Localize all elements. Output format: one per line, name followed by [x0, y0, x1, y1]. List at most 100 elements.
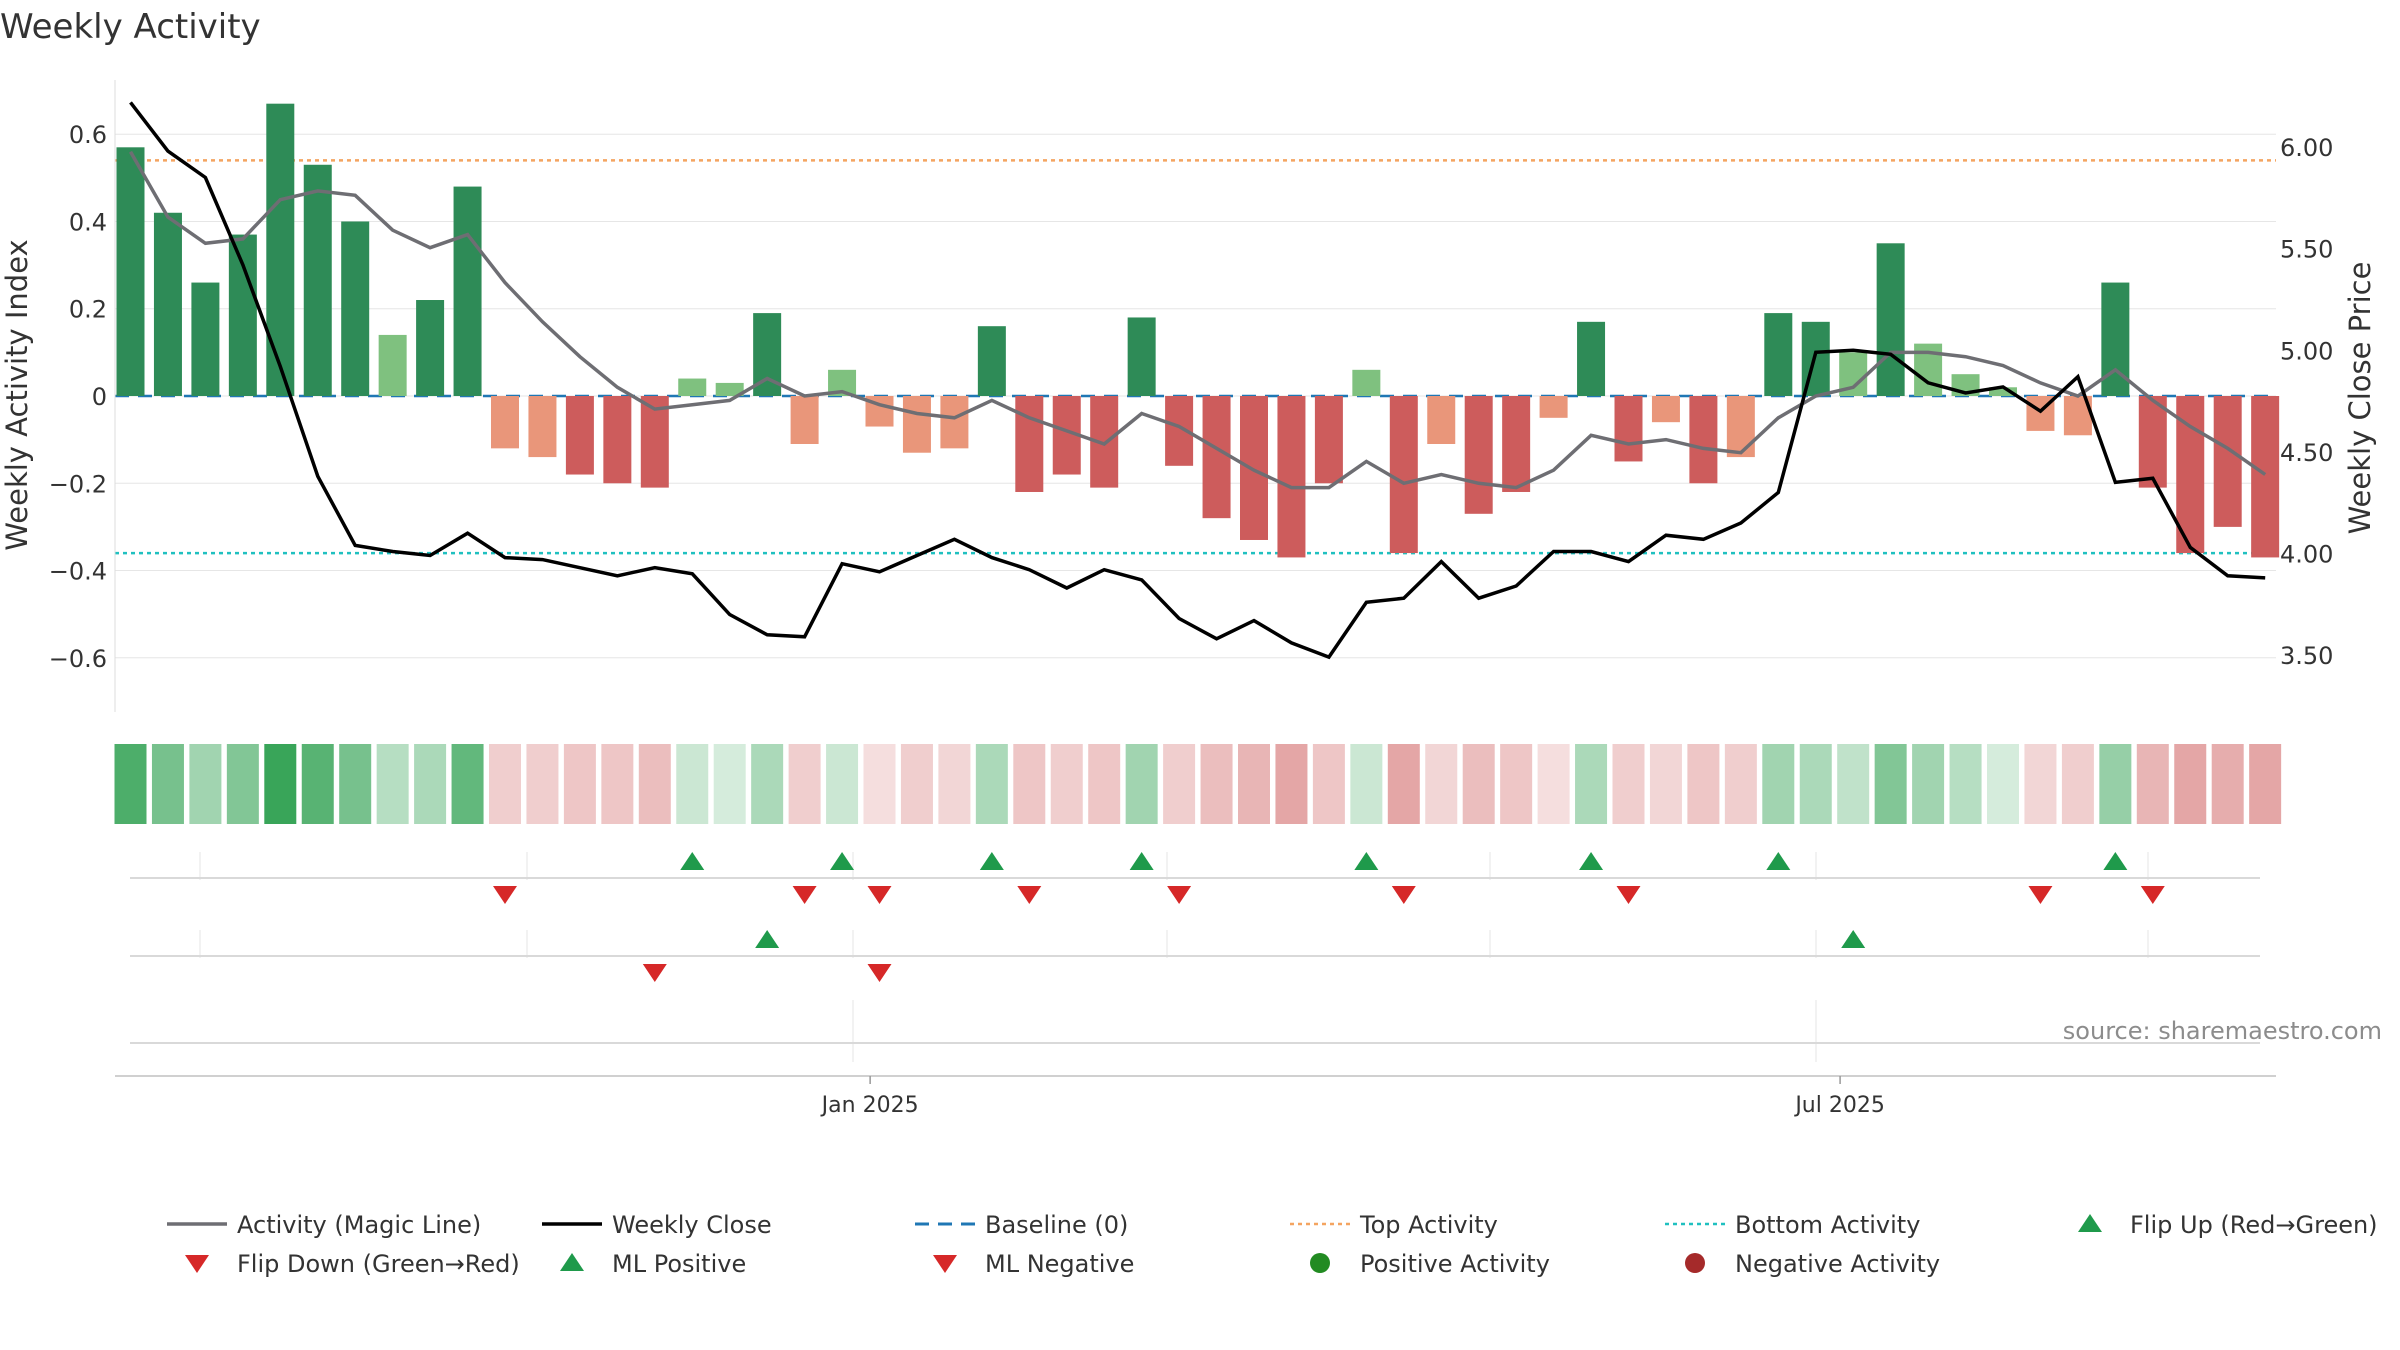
flip-down-marker: [493, 886, 517, 904]
legend-label: Bottom Activity: [1735, 1211, 1920, 1239]
activity-bar: [116, 147, 145, 396]
flip-up-marker: [830, 852, 855, 870]
flip-down-marker: [1391, 886, 1416, 904]
y-tick-label: −0.4: [49, 558, 107, 586]
legend-label: Weekly Close: [612, 1211, 772, 1239]
heat-tile: [863, 744, 896, 824]
flip-down-marker: [2140, 886, 2165, 904]
heat-tile: [788, 744, 821, 824]
heat-tile: [1387, 744, 1420, 824]
heat-tile: [2249, 744, 2282, 824]
heat-tile: [1425, 744, 1458, 824]
heat-tile: [2099, 744, 2132, 824]
event-marker-rows: [130, 852, 2260, 1077]
activity-bar: [1127, 317, 1156, 396]
activity-bar: [2138, 396, 2167, 488]
heat-tile: [713, 744, 746, 824]
activity-bar: [2213, 396, 2242, 527]
activity-bar: [1389, 396, 1418, 554]
legend-swatch: [933, 1255, 957, 1273]
legend-swatch: [560, 1253, 584, 1271]
source-note: source: sharemaestro.com: [2063, 1017, 2382, 1045]
chart-title: Weekly Activity: [0, 7, 261, 47]
flip-up-marker: [2103, 852, 2128, 870]
y2-tick-label: 6.00: [2280, 134, 2333, 162]
heat-tile: [1163, 744, 1196, 824]
y2-tick-label: 3.50: [2280, 642, 2333, 670]
legend-swatch: [185, 1255, 209, 1273]
activity-bar: [378, 334, 407, 396]
activity-bar: [1277, 396, 1306, 558]
activity-bar: [715, 382, 744, 396]
activity-bar: [416, 300, 445, 396]
y-tick-label: 0: [92, 383, 107, 411]
ml-negative-marker: [642, 964, 667, 982]
weekly-close-series: [129, 101, 2266, 660]
legend-label: Flip Down (Green→Red): [237, 1250, 520, 1278]
activity-bar: [1427, 396, 1456, 444]
heat-tile: [938, 744, 971, 824]
y-tick-label: 0.4: [69, 208, 107, 236]
activity-bar: [603, 396, 632, 484]
activity-bar: [1314, 396, 1343, 484]
x-tick-label: Jan 2025: [820, 1093, 919, 1118]
activity-bar: [640, 396, 669, 488]
activity-bar: [1352, 369, 1381, 396]
activity-bar: [1202, 396, 1231, 519]
activity-bar: [341, 221, 370, 396]
y2-tick-label: 5.00: [2280, 337, 2333, 365]
heat-tile: [2024, 744, 2057, 824]
activity-bar: [528, 396, 557, 458]
flip-down-marker: [1167, 886, 1192, 904]
heat-tile: [1537, 744, 1570, 824]
activity-bar: [453, 186, 482, 396]
flip-up-marker: [1354, 852, 1379, 870]
x-axis: Jan 2025 Jul 2025: [115, 1075, 2276, 1118]
legend-label: Baseline (0): [985, 1211, 1128, 1239]
activity-bar: [266, 103, 295, 396]
flip-down-marker: [1616, 886, 1641, 904]
heat-tile: [1912, 744, 1945, 824]
heat-tile: [1125, 744, 1158, 824]
flip-up-marker: [1579, 852, 1604, 870]
activity-bar: [565, 396, 594, 475]
flip-down-marker: [2028, 886, 2053, 904]
heat-tile: [226, 744, 259, 824]
heat-tile: [1837, 744, 1870, 824]
heat-tile: [751, 744, 784, 824]
heat-tile: [376, 744, 409, 824]
magic-line-series: [128, 150, 2267, 490]
heat-tile: [638, 744, 671, 824]
activity-bar: [1651, 396, 1680, 423]
legend-label: Negative Activity: [1735, 1250, 1940, 1278]
x-tick-label: Jul 2025: [1793, 1093, 1885, 1118]
flip-up-marker: [680, 852, 705, 870]
y-tick-label: 0.2: [69, 296, 107, 324]
activity-bar: [1989, 387, 2017, 396]
heat-tile: [1275, 744, 1308, 824]
y-tick-label: −0.2: [49, 470, 107, 498]
legend-label: ML Positive: [612, 1250, 746, 1278]
heat-tile: [1612, 744, 1645, 824]
y2-tick-label: 4.50: [2280, 439, 2333, 467]
legend-swatch: [1310, 1253, 1330, 1273]
legend-label: Top Activity: [1359, 1211, 1498, 1239]
activity-heat-strip: [114, 744, 2282, 824]
heat-tile: [1874, 744, 1907, 824]
activity-bar: [1689, 396, 1718, 484]
activity-bar: [1464, 396, 1493, 514]
activity-bar: [228, 234, 257, 396]
heat-tile: [1238, 744, 1270, 824]
heat-tile: [151, 744, 184, 824]
heat-tile: [1462, 744, 1495, 824]
heat-tile: [1200, 744, 1233, 824]
heat-tile: [339, 744, 372, 824]
heat-tile: [1987, 744, 2019, 824]
flip-up-marker: [1766, 852, 1791, 870]
ml-positive-marker: [755, 930, 780, 948]
legend: Activity (Magic Line) Weekly Close Baselin…: [167, 1211, 2378, 1278]
legend-label: ML Negative: [985, 1250, 1134, 1278]
activity-bar: [1726, 396, 1755, 458]
heat-tile: [451, 744, 484, 824]
heat-tile: [826, 744, 859, 824]
